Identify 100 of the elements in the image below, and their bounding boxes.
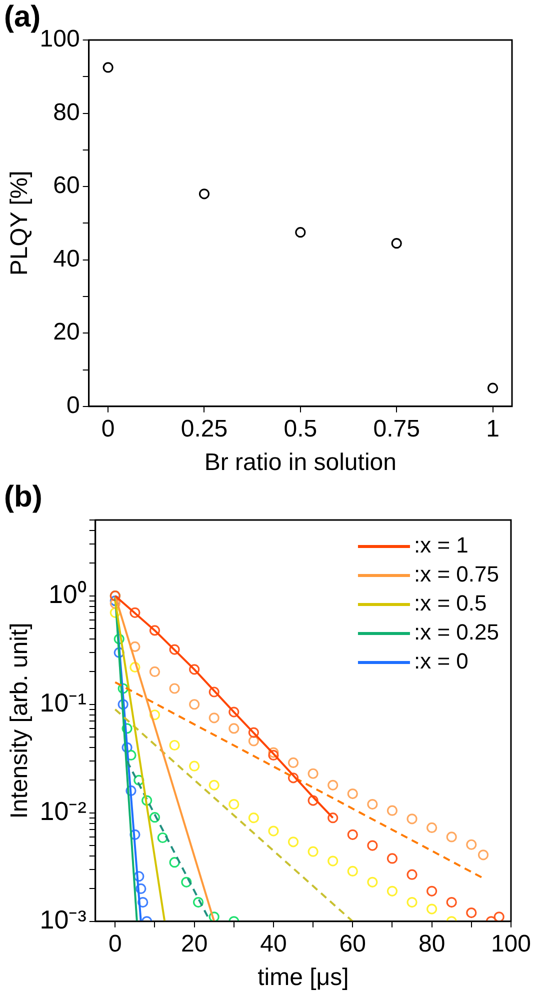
x-tick-label: 80 xyxy=(418,930,446,958)
point xyxy=(102,62,114,73)
point xyxy=(248,727,259,738)
y-tick-label: 40 xyxy=(53,245,80,272)
point xyxy=(157,832,168,844)
point xyxy=(169,644,180,655)
chart-title: (b) xyxy=(4,480,42,514)
point xyxy=(228,723,240,734)
y-tick-label: 0 xyxy=(66,392,80,420)
point xyxy=(189,664,200,675)
y-tick-label: 20 xyxy=(53,318,80,346)
point xyxy=(386,853,398,864)
point xyxy=(142,795,152,806)
legend-label: :x = 0.25 xyxy=(414,620,499,645)
point xyxy=(149,710,160,720)
y-tick-label: 60 xyxy=(53,172,80,200)
point xyxy=(122,723,132,734)
legend-label: :x = 1 xyxy=(414,532,468,558)
point xyxy=(208,780,220,790)
point xyxy=(466,908,477,918)
y-tick-label: 10⁰ xyxy=(48,579,86,610)
x-tick-label: 0 xyxy=(108,930,122,958)
point xyxy=(114,634,124,644)
point xyxy=(181,876,192,888)
point xyxy=(138,896,148,908)
point xyxy=(169,857,180,868)
point xyxy=(308,768,318,779)
legend-label: :x = 0.5 xyxy=(414,590,487,616)
y-tick-label: 100 xyxy=(40,26,80,53)
point xyxy=(494,912,504,922)
point xyxy=(367,840,378,851)
point xyxy=(268,826,279,836)
point xyxy=(426,822,438,834)
x-tick-label: 40 xyxy=(260,930,287,958)
point xyxy=(134,774,144,786)
point xyxy=(391,238,402,249)
point xyxy=(487,382,498,394)
point xyxy=(208,686,220,698)
point xyxy=(288,757,299,768)
point xyxy=(347,866,358,877)
point xyxy=(149,812,160,823)
point xyxy=(110,598,120,609)
y-tick-label: 80 xyxy=(53,98,80,126)
legend-label: :x = 0 xyxy=(414,648,468,674)
legend-label: :x = 0.75 xyxy=(414,562,499,587)
x-tick-label: 0 xyxy=(101,415,115,442)
point xyxy=(248,736,259,746)
point xyxy=(149,625,160,636)
point xyxy=(328,780,338,790)
point xyxy=(169,740,180,751)
point xyxy=(367,876,378,888)
point xyxy=(130,829,140,840)
point xyxy=(478,850,489,860)
y-tick-label: 10⁻² xyxy=(40,796,87,826)
point xyxy=(268,747,279,758)
point xyxy=(466,839,477,850)
point xyxy=(169,683,180,694)
point xyxy=(367,798,378,810)
point xyxy=(406,896,418,908)
x-axis-title: time [μs] xyxy=(258,964,349,992)
x-axis-title: Br ratio in solution xyxy=(204,449,396,476)
point xyxy=(295,227,306,238)
point xyxy=(134,871,144,882)
point xyxy=(192,896,204,908)
point xyxy=(406,869,418,880)
point xyxy=(426,886,438,896)
point xyxy=(126,785,136,796)
x-tick-label: 100 xyxy=(490,930,531,958)
y-axis-title: PLQY [%] xyxy=(6,170,34,276)
point xyxy=(228,798,240,810)
point xyxy=(122,742,132,753)
x-tick-label: 1 xyxy=(486,415,500,442)
point xyxy=(268,750,279,761)
x-tick-label: 0.75 xyxy=(373,415,420,442)
point xyxy=(288,772,299,784)
y-axis-title: Intensity [arb. unit] xyxy=(6,622,34,819)
point xyxy=(406,814,418,824)
x-tick-label: 0.25 xyxy=(180,415,228,442)
point xyxy=(189,699,200,710)
y-tick-label: 10⁻³ xyxy=(40,904,87,935)
point xyxy=(208,712,220,724)
point xyxy=(114,647,124,658)
point xyxy=(328,812,338,824)
y-tick-label: 10⁻¹ xyxy=(40,688,87,718)
point xyxy=(308,846,318,857)
point xyxy=(118,683,128,694)
chart-title: (a) xyxy=(4,0,41,34)
point xyxy=(288,836,299,848)
x-tick-label: 60 xyxy=(339,930,366,958)
point xyxy=(118,699,128,710)
point xyxy=(426,904,438,914)
x-tick-label: 20 xyxy=(180,930,208,958)
point xyxy=(130,641,140,652)
point xyxy=(189,760,200,772)
point xyxy=(347,788,358,800)
point xyxy=(208,912,220,922)
point xyxy=(130,662,140,673)
x-tick-label: 0.5 xyxy=(284,415,318,442)
point xyxy=(136,883,146,894)
point xyxy=(328,856,338,866)
